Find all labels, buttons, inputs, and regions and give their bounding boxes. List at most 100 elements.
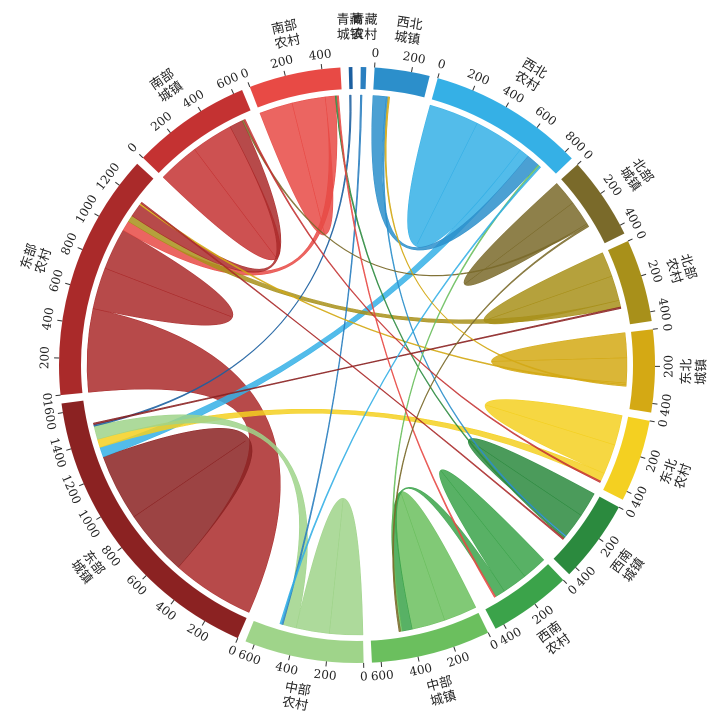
tick-label: 600 [370, 668, 394, 684]
tick-label: 0 [633, 229, 649, 242]
sector-arc [603, 416, 650, 500]
tick [437, 73, 440, 79]
tick [197, 106, 202, 112]
tick [652, 402, 658, 405]
ribbon [102, 428, 253, 568]
ribbon [392, 224, 590, 632]
tick-label: 600 [532, 104, 559, 129]
tick [627, 238, 633, 242]
sector-arc [607, 241, 652, 325]
tick-label: 200 [643, 448, 663, 474]
tick [562, 579, 568, 584]
tick [77, 247, 83, 250]
ribbon [93, 94, 352, 427]
sector-name: 城镇 [694, 359, 710, 385]
sector-name: 中部 [425, 674, 454, 695]
sector-name: 西北 [396, 15, 424, 34]
tick-label: 400 [274, 659, 299, 678]
tick [96, 516, 101, 520]
tick-label: 200 [445, 649, 471, 670]
tick [65, 282, 71, 286]
tick-label: 400 [497, 624, 524, 647]
ribbon [139, 203, 627, 386]
tick-label: 200 [465, 66, 492, 88]
sector-arc [553, 496, 619, 575]
ribbon [468, 438, 595, 537]
sector-arc [61, 400, 247, 639]
ribbon [92, 229, 234, 326]
tick-label: 0 [239, 66, 251, 82]
tick-label: 400 [628, 484, 650, 511]
tick-label: 800 [58, 231, 80, 258]
ribbon [391, 487, 505, 632]
ribbon [279, 165, 542, 625]
tick [577, 160, 582, 165]
tick-label: 0 [660, 323, 675, 332]
tick [503, 624, 507, 629]
tick [598, 538, 604, 542]
sector-arc [629, 329, 656, 413]
tick [505, 102, 510, 108]
sector-arc [142, 90, 251, 174]
sector-arc [249, 67, 342, 108]
tick [78, 483, 84, 487]
sector-name: 东北 [679, 358, 695, 384]
tick-label: 200 [661, 355, 675, 378]
tick [536, 123, 541, 128]
sector-arc [431, 78, 572, 174]
sector-arc [561, 164, 625, 244]
tick-label: 400 [657, 393, 674, 418]
sector-name: 农村 [281, 695, 309, 714]
tick-label: 200 [645, 258, 665, 284]
tick-label: 200 [269, 52, 295, 71]
tick-label: 1400 [47, 436, 69, 469]
sector-name: 北部 [677, 252, 699, 281]
tick [626, 490, 632, 495]
tick [600, 190, 606, 194]
tick [288, 655, 291, 661]
tick-label: 0 [371, 46, 379, 60]
tick [652, 328, 658, 330]
tick-label: 400 [408, 661, 433, 679]
tick [649, 420, 655, 423]
ribbon [484, 399, 623, 474]
ribbon [463, 182, 588, 286]
tick-label: 600 [236, 647, 262, 668]
ribbon [483, 252, 620, 325]
ribbon [122, 95, 338, 276]
sector-arc [373, 67, 430, 98]
ribbon [162, 126, 281, 261]
sector-name: 青藏 [351, 12, 377, 28]
sector-name: 城镇 [393, 29, 421, 48]
tick [411, 67, 413, 73]
tick [325, 661, 327, 667]
ribbon [384, 96, 627, 387]
tick-label: 1600 [40, 399, 59, 431]
sector-name: 城镇 [429, 689, 458, 710]
tick [251, 644, 255, 650]
tick-label: 0 [436, 56, 447, 72]
sector-arc [245, 620, 364, 664]
tick-label: 0 [360, 669, 368, 683]
tick-label: 1200 [59, 472, 84, 506]
ribbon [336, 95, 497, 598]
tick-label: 0 [655, 418, 670, 428]
tick-label: 200 [402, 49, 427, 67]
tick [115, 181, 120, 186]
sector-arc [360, 67, 367, 90]
tick-label: 0 [40, 392, 55, 401]
tick-label: 0 [125, 140, 140, 155]
tick [166, 128, 171, 133]
tick [142, 575, 147, 580]
ribbon [243, 118, 602, 483]
tick [472, 85, 476, 91]
tick [417, 656, 420, 662]
tick-label: 200 [37, 346, 52, 369]
tick [618, 506, 624, 510]
ribbon [334, 95, 566, 539]
tick-label: 400 [308, 46, 332, 63]
sector-name: 农村 [662, 256, 684, 285]
sector-name: 南部 [270, 17, 299, 38]
sector-arc [370, 612, 489, 663]
